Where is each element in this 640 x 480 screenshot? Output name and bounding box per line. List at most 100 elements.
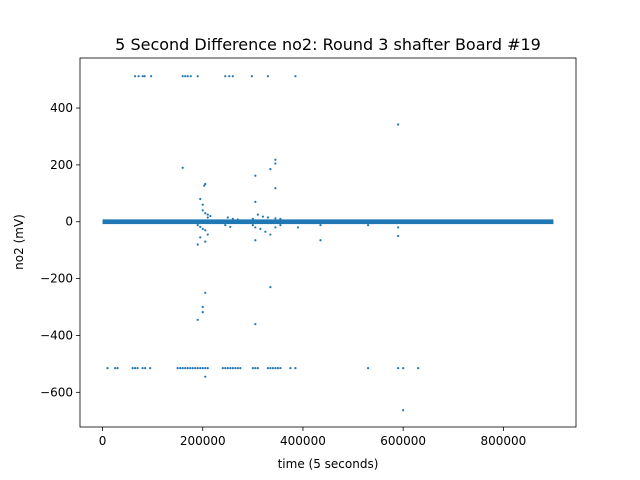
- data-point: [254, 226, 257, 229]
- data-point: [269, 168, 272, 171]
- data-point: [239, 367, 242, 370]
- data-point: [144, 367, 147, 370]
- data-point: [261, 215, 264, 218]
- data-point: [231, 75, 234, 78]
- data-point: [397, 123, 400, 126]
- data-point: [149, 367, 152, 370]
- data-point: [196, 318, 199, 321]
- data-point: [366, 224, 370, 227]
- y-tick-label: −600: [40, 385, 73, 399]
- data-point: [274, 217, 277, 220]
- data-point: [269, 286, 272, 289]
- data-point: [150, 75, 153, 78]
- data-point: [143, 75, 146, 78]
- data-point: [189, 367, 192, 370]
- data-point: [251, 367, 254, 370]
- data-point: [186, 367, 189, 370]
- x-tick-label: 800000: [480, 434, 526, 448]
- chart-title: 5 Second Difference no2: Round 3 shafter…: [115, 35, 541, 54]
- data-point: [254, 322, 257, 326]
- data-point: [397, 367, 400, 370]
- data-point: [274, 162, 277, 165]
- data-point: [136, 367, 139, 370]
- data-point: [236, 367, 239, 370]
- data-point: [181, 75, 184, 78]
- data-point: [201, 209, 204, 212]
- data-point: [221, 367, 224, 370]
- data-point: [402, 367, 405, 370]
- data-point: [229, 225, 232, 228]
- data-point: [250, 75, 253, 78]
- y-axis: −600 −400 −200 0 200 400: [40, 101, 80, 399]
- data-point: [251, 224, 254, 227]
- data-point: [224, 367, 227, 370]
- data-point: [134, 75, 137, 78]
- data-point: [224, 75, 227, 78]
- data-point: [204, 229, 207, 232]
- data-point: [271, 367, 274, 370]
- x-tick-label: 400000: [280, 434, 326, 448]
- data-point: [274, 226, 277, 229]
- axes-frame: [79, 57, 577, 428]
- data-point: [184, 75, 187, 78]
- data-point: [294, 367, 297, 370]
- data-point: [276, 367, 279, 370]
- data-point: [319, 239, 322, 242]
- data-point: [256, 367, 259, 370]
- data-point: [254, 239, 257, 242]
- data-point: [236, 218, 239, 221]
- data-point: [189, 75, 192, 78]
- data-point: [397, 234, 400, 238]
- data-point: [196, 243, 199, 246]
- data-point: [366, 367, 370, 370]
- plot-area: [102, 75, 554, 412]
- y-tick-label: 200: [50, 158, 73, 172]
- data-point: [116, 367, 119, 370]
- data-point: [402, 409, 405, 412]
- data-point: [201, 367, 204, 370]
- data-point: [294, 75, 297, 78]
- data-point: [279, 224, 282, 227]
- data-point: [194, 367, 197, 370]
- data-point: [204, 240, 207, 243]
- data-point: [228, 75, 231, 78]
- data-point: [201, 311, 204, 314]
- data-point: [319, 224, 322, 227]
- data-point: [204, 291, 207, 294]
- data-point: [204, 212, 207, 215]
- data-point: [113, 367, 117, 370]
- data-point: [264, 230, 267, 233]
- data-point: [269, 367, 272, 370]
- data-point: [226, 367, 229, 370]
- x-tick-label: 600000: [380, 434, 426, 448]
- data-point: [279, 217, 282, 221]
- data-point: [184, 367, 187, 370]
- data-point: [254, 200, 257, 203]
- y-tick-label: −200: [40, 272, 73, 286]
- data-point: [206, 367, 209, 370]
- data-point: [141, 367, 144, 370]
- data-point: [176, 367, 179, 370]
- data-point: [269, 233, 272, 236]
- data-point: [203, 184, 206, 187]
- y-axis-label: no2 (mV): [12, 214, 26, 270]
- data-point: [254, 174, 257, 177]
- data-point: [206, 233, 209, 236]
- y-tick-label: 0: [65, 215, 73, 229]
- data-point: [196, 75, 199, 78]
- y-tick-label: 400: [50, 101, 73, 115]
- data-point: [181, 367, 184, 370]
- data-point: [204, 367, 207, 370]
- data-point: [256, 213, 259, 216]
- x-tick-label: 200000: [180, 434, 226, 448]
- data-point: [179, 367, 182, 370]
- dense-data-band: [102, 219, 554, 225]
- data-point: [274, 367, 277, 370]
- data-point: [254, 367, 257, 370]
- data-point: [186, 75, 189, 78]
- data-point: [199, 225, 202, 228]
- data-point: [209, 214, 212, 218]
- data-point: [231, 217, 234, 221]
- data-point: [397, 226, 400, 229]
